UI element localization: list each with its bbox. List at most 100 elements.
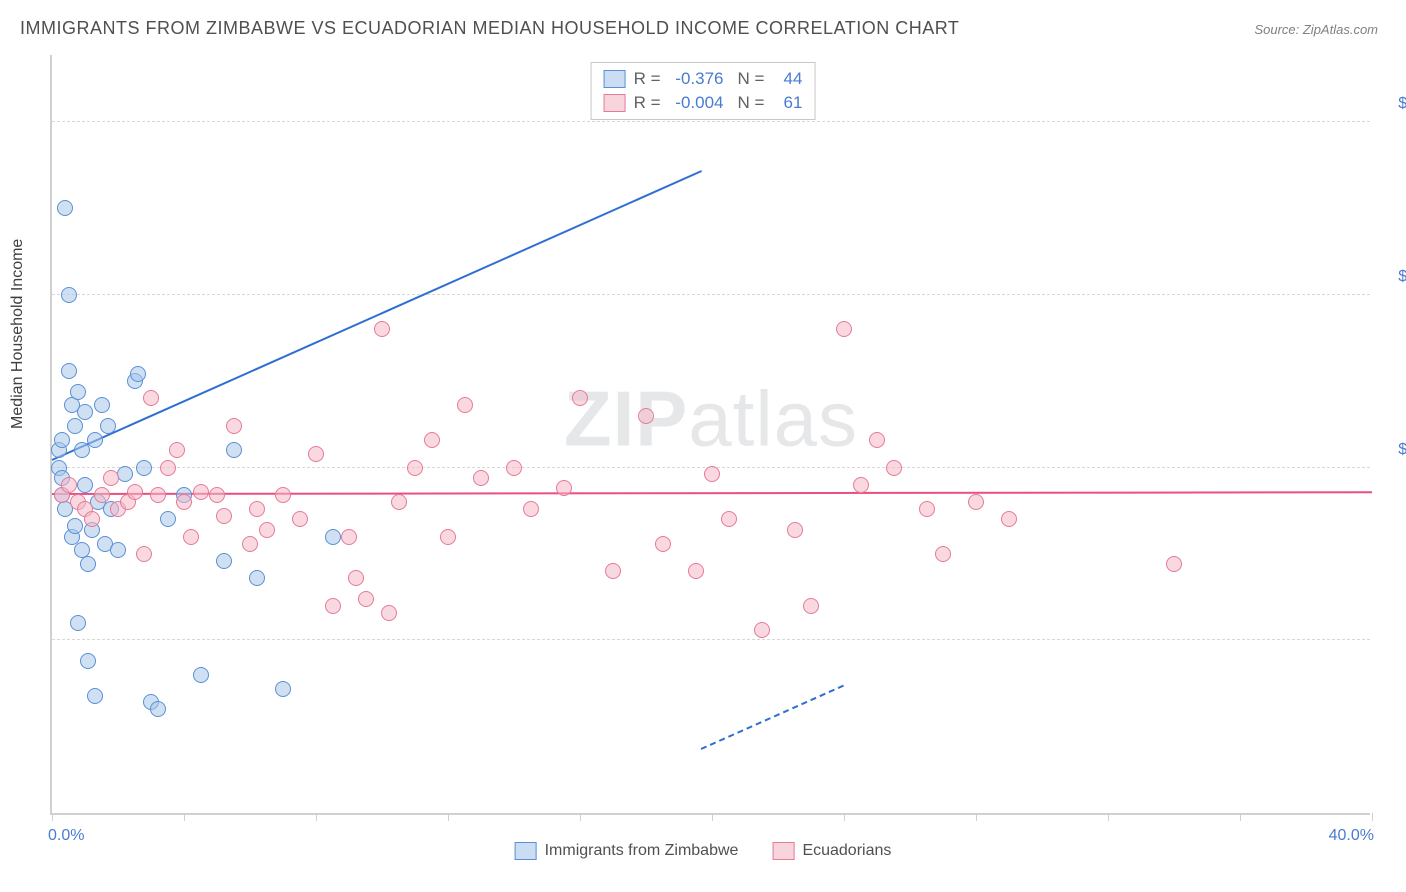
x-tick: [52, 813, 53, 821]
data-point: [216, 553, 232, 569]
data-point: [94, 487, 110, 503]
series-legend: Immigrants from Zimbabwe Ecuadorians: [515, 842, 892, 860]
legend-row: R =-0.004N =61: [604, 91, 803, 115]
correlation-legend: R =-0.376N =44R =-0.004N =61: [591, 62, 816, 120]
data-point: [193, 667, 209, 683]
legend-swatch: [772, 842, 794, 860]
data-point: [169, 442, 185, 458]
data-point: [103, 470, 119, 486]
data-point: [358, 591, 374, 607]
legend-swatch: [515, 842, 537, 860]
data-point: [1166, 556, 1182, 572]
gridline: [52, 121, 1370, 122]
legend-series-name: Immigrants from Zimbabwe: [545, 842, 739, 860]
legend-r-value: -0.004: [669, 93, 724, 113]
x-tick: [844, 813, 845, 821]
data-point: [1001, 511, 1017, 527]
data-point: [67, 418, 83, 434]
legend-n-label: N =: [738, 69, 765, 89]
data-point: [249, 570, 265, 586]
data-point: [242, 536, 258, 552]
x-tick: [712, 813, 713, 821]
data-point: [136, 546, 152, 562]
data-point: [183, 529, 199, 545]
data-point: [754, 622, 770, 638]
data-point: [61, 287, 77, 303]
data-point: [160, 460, 176, 476]
data-point: [391, 494, 407, 510]
data-point: [688, 563, 704, 579]
data-point: [968, 494, 984, 510]
legend-series-name: Ecuadorians: [802, 842, 891, 860]
data-point: [572, 390, 588, 406]
data-point: [110, 542, 126, 558]
data-point: [61, 477, 77, 493]
data-point: [506, 460, 522, 476]
data-point: [150, 487, 166, 503]
x-tick: [184, 813, 185, 821]
data-point: [216, 508, 232, 524]
data-point: [704, 466, 720, 482]
x-tick: [448, 813, 449, 821]
data-point: [150, 701, 166, 717]
data-point: [94, 397, 110, 413]
data-point: [655, 536, 671, 552]
data-point: [919, 501, 935, 517]
data-point: [160, 511, 176, 527]
x-tick: [580, 813, 581, 821]
data-point: [473, 470, 489, 486]
data-point: [143, 390, 159, 406]
legend-row: R =-0.376N =44: [604, 67, 803, 91]
source-attribution: Source: ZipAtlas.com: [1254, 22, 1378, 37]
data-point: [374, 321, 390, 337]
x-tick: [1372, 813, 1373, 821]
data-point: [292, 511, 308, 527]
data-point: [80, 556, 96, 572]
data-point: [67, 518, 83, 534]
y-tick-label: $150,000: [1380, 268, 1406, 286]
data-point: [457, 397, 473, 413]
data-point: [127, 484, 143, 500]
data-point: [523, 501, 539, 517]
data-point: [74, 442, 90, 458]
data-point: [193, 484, 209, 500]
legend-n-value: 61: [772, 93, 802, 113]
data-point: [853, 477, 869, 493]
data-point: [226, 442, 242, 458]
data-point: [556, 480, 572, 496]
data-point: [638, 408, 654, 424]
data-point: [61, 363, 77, 379]
data-point: [209, 487, 225, 503]
data-point: [325, 598, 341, 614]
watermark: ZIPatlas: [564, 373, 858, 464]
data-point: [100, 418, 116, 434]
data-point: [803, 598, 819, 614]
data-point: [381, 605, 397, 621]
data-point: [57, 200, 73, 216]
data-point: [407, 460, 423, 476]
data-point: [87, 432, 103, 448]
chart-title: IMMIGRANTS FROM ZIMBABWE VS ECUADORIAN M…: [20, 18, 959, 39]
legend-r-value: -0.376: [669, 69, 724, 89]
data-point: [226, 418, 242, 434]
trend-line-dashed: [701, 684, 844, 749]
data-point: [605, 563, 621, 579]
data-point: [249, 501, 265, 517]
data-point: [935, 546, 951, 562]
legend-item: Immigrants from Zimbabwe: [515, 842, 739, 860]
data-point: [130, 366, 146, 382]
legend-swatch: [604, 94, 626, 112]
y-tick-label: $50,000: [1380, 613, 1406, 631]
data-point: [787, 522, 803, 538]
data-point: [275, 681, 291, 697]
legend-swatch: [604, 70, 626, 88]
x-tick: [1108, 813, 1109, 821]
data-point: [275, 487, 291, 503]
data-point: [54, 432, 70, 448]
legend-n-value: 44: [772, 69, 802, 89]
data-point: [325, 529, 341, 545]
data-point: [348, 570, 364, 586]
trend-line: [52, 170, 702, 461]
data-point: [869, 432, 885, 448]
y-tick-label: $200,000: [1380, 95, 1406, 113]
